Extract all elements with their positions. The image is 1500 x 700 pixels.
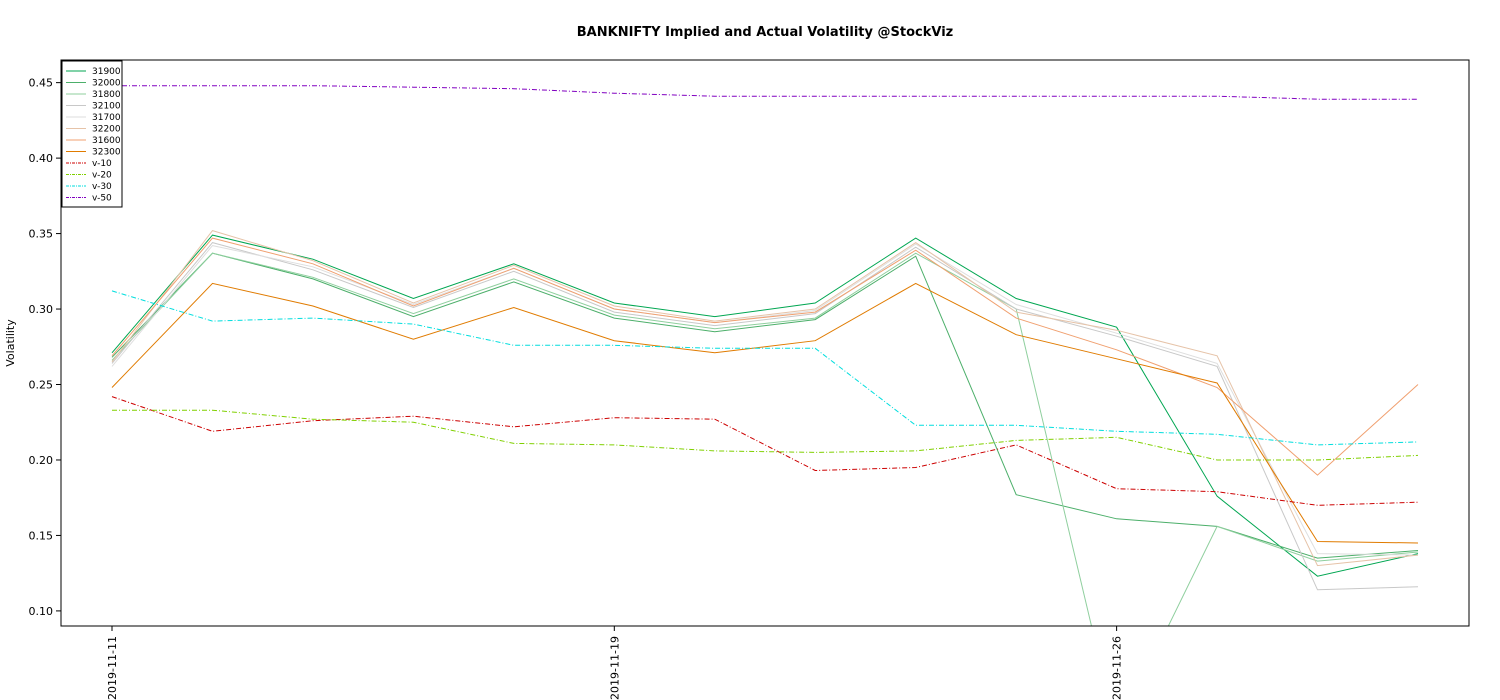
legend-box [61, 60, 123, 208]
series-line-v-50 [112, 85, 1418, 100]
x-tick-label: 2019-11-19 [608, 636, 621, 700]
series-line-31600 [111, 237, 1419, 476]
legend-label: 31700 [92, 113, 121, 123]
legend-label: 32100 [92, 102, 121, 112]
y-tick-label: 0.20 [29, 454, 54, 467]
y-tick-label: 0.40 [29, 152, 54, 165]
series-line-31700 [111, 243, 1419, 556]
y-tick-label: 0.15 [29, 529, 54, 542]
legend-label: v-20 [92, 171, 112, 181]
y-tick-label: 0.35 [29, 228, 54, 241]
series-line-v-30 [111, 290, 1419, 446]
x-axis: 2019-11-11 2019-11-19 2019-11-26 [106, 626, 1124, 700]
series-line-v-20 [112, 409, 1419, 461]
y-tick-label: 0.30 [29, 303, 54, 316]
legend-label: 32300 [92, 148, 121, 158]
series-line-v-10 [111, 396, 1419, 506]
y-axis-label: Volatility [4, 319, 17, 367]
series-layer [111, 85, 1419, 626]
series-line-31800 [111, 252, 1419, 626]
legend-label: v-30 [92, 182, 112, 192]
series-line-31900 [111, 234, 1419, 577]
x-tick-label: 2019-11-11 [106, 636, 119, 700]
series-line-32100 [111, 242, 1419, 591]
legend-label: 32200 [92, 125, 121, 135]
legend-label: 31900 [92, 67, 121, 77]
plot-frame [60, 59, 1470, 627]
series-line-32200 [111, 230, 1419, 567]
y-tick-label: 0.25 [29, 379, 54, 392]
x-tick-label: 2019-11-26 [1111, 636, 1124, 700]
y-axis: 0.10 0.15 0.20 0.25 0.30 0.35 0.40 0.45 [29, 77, 61, 618]
y-tick-label: 0.45 [29, 77, 54, 90]
legend-label: 32000 [92, 79, 121, 89]
y-tick-label: 0.10 [29, 605, 54, 618]
chart-title: BANKNIFTY Implied and Actual Volatility … [577, 25, 953, 40]
series-line-32000 [111, 252, 1419, 559]
legend-label: v-10 [92, 159, 112, 169]
legend-label: 31800 [92, 90, 121, 100]
legend-label: 31600 [92, 136, 121, 146]
legend-label: v-50 [92, 194, 112, 204]
series-line-32300 [111, 282, 1419, 544]
